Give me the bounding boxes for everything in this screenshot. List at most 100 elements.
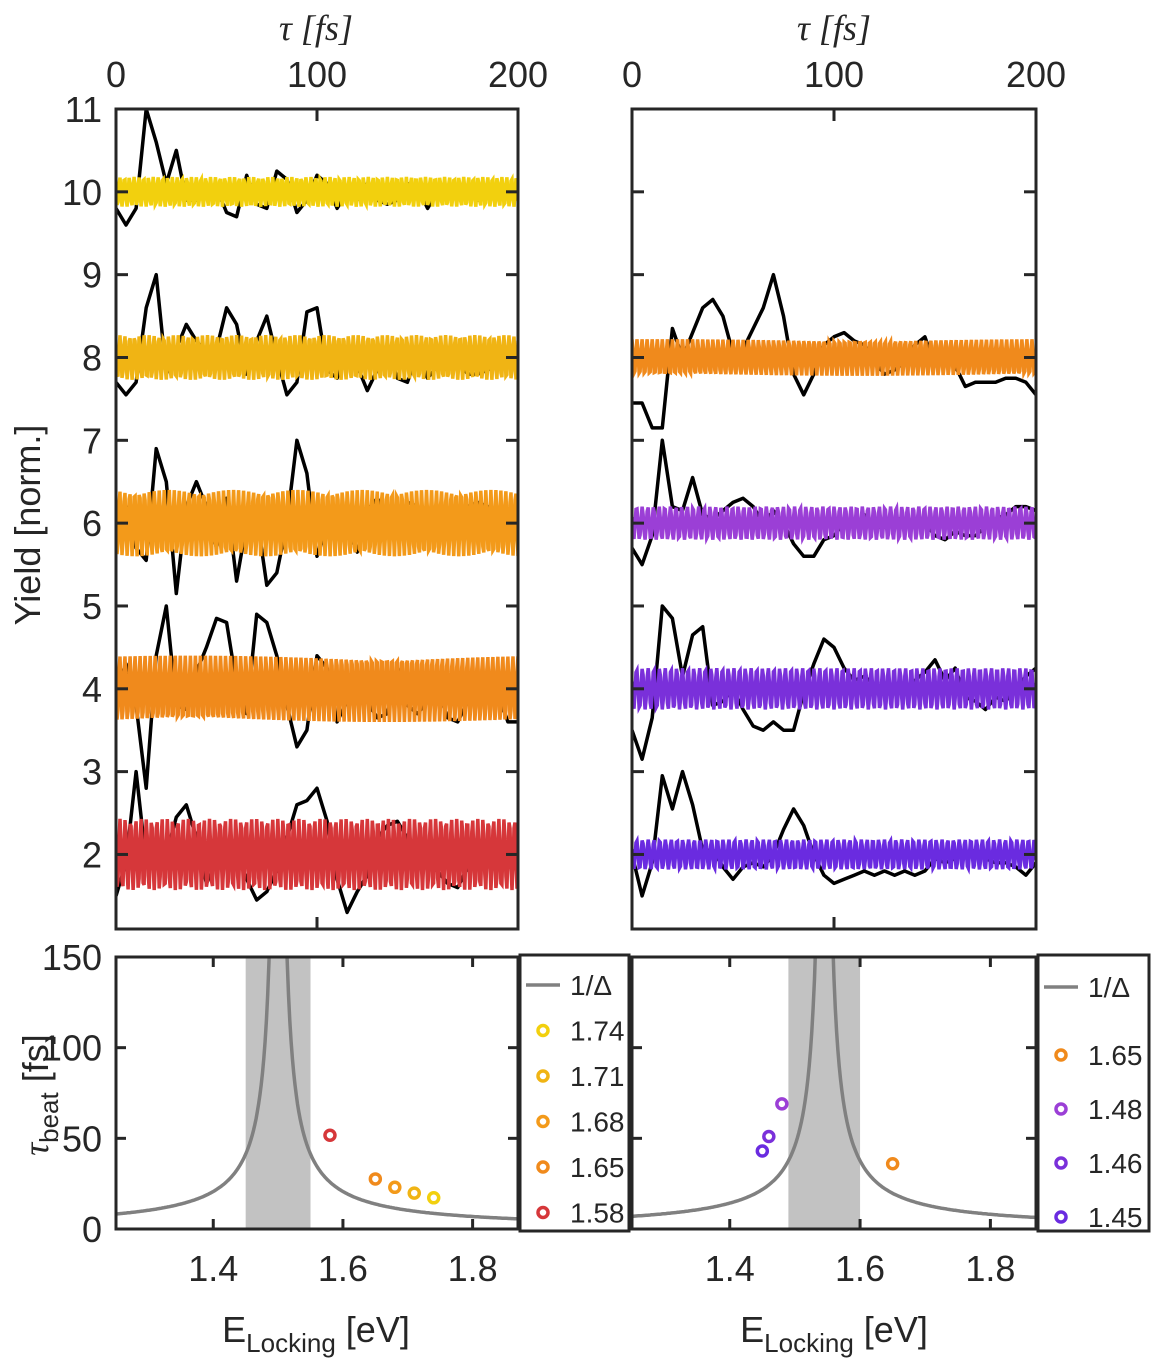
legend-marker-1.58 <box>536 1205 550 1220</box>
panel-top-right: τ [fs] 0 100 200 <box>622 8 1066 931</box>
ytick-label-8: 8 <box>82 337 102 378</box>
xtick-label-100: 100 <box>804 54 864 95</box>
series-fit-1.45 <box>632 834 1036 875</box>
legend: 1/Δ 1.65 1.48 1.46 1.45 <box>1036 953 1151 1233</box>
series-fit-1.65 <box>632 334 1036 380</box>
xlabel-bottom-left-unit: [eV] <box>336 1309 410 1350</box>
xlabel-bottom-right-main: E <box>740 1309 764 1350</box>
xtick-label-200: 200 <box>488 54 548 95</box>
ytick-label-50: 50 <box>62 1118 102 1159</box>
ytick-label-11: 11 <box>65 89 102 130</box>
xlabel-bottom-left: ELocking [eV] <box>222 1309 410 1358</box>
ylabel-bottom-left-sub: beat <box>34 1091 64 1142</box>
xtick-label-1.8: 1.8 <box>448 1248 498 1289</box>
curve-inverse-delta-right <box>285 957 517 1221</box>
point-1.65 <box>885 1156 900 1171</box>
xlabel-top-right: τ [fs] <box>797 8 871 48</box>
panel-bottom-left: ELocking [eV] τbeat [fs] 1.4 1.6 1.8 0 50 100… <box>15 937 631 1358</box>
legend: 1/Δ 1.74 1.71 1.68 1.65 1.58 <box>518 953 631 1233</box>
xtick-label-200: 200 <box>1006 54 1066 95</box>
ytick-label-10: 10 <box>62 172 102 213</box>
xlabel-bottom-right-sub: Locking <box>764 1328 854 1358</box>
ylabel-bottom-left-main: τ <box>16 1142 56 1156</box>
ytick-label-150: 150 <box>42 937 102 978</box>
legend-marker-1.65 <box>536 1160 550 1174</box>
point-1.71 <box>407 1186 422 1200</box>
legend-label-1/Δ: 1/Δ <box>570 970 612 1001</box>
legend-marker-1.68 <box>536 1114 550 1129</box>
legend-marker-1.65 <box>1054 1048 1068 1062</box>
series-data-4 <box>632 604 1036 761</box>
legend-marker-1.48 <box>1054 1102 1068 1116</box>
legend-label-1.48: 1.48 <box>1088 1094 1143 1125</box>
ylabel-bottom-left: τbeat [fs] <box>15 1034 64 1156</box>
legend-marker-1.74 <box>536 1023 550 1038</box>
legend-marker-1.71 <box>536 1069 550 1083</box>
series-data-8 <box>632 272 1036 430</box>
xtick-label-100: 100 <box>287 54 347 95</box>
xlabel-bottom-right: ELocking [eV] <box>740 1309 928 1358</box>
series-fit-1.65 <box>116 654 518 723</box>
series-fit-1.68 <box>116 488 518 558</box>
xlabel-bottom-right-unit: [eV] <box>854 1309 928 1350</box>
series-fit-1.71 <box>116 332 518 383</box>
plot-frame <box>630 955 1038 1231</box>
legend-label-1.58: 1.58 <box>570 1198 625 1229</box>
plot-inner <box>632 957 1035 1229</box>
panel-bottom-right: ELocking [eV] 1.4 1.6 1.8 1/Δ 1.65 1.48 1.46 1.… <box>630 953 1151 1358</box>
series-fit-1.74 <box>116 172 518 212</box>
xtick-label-1.6: 1.6 <box>318 1248 368 1289</box>
ytick-label-7: 7 <box>82 420 102 461</box>
shaded-band <box>245 957 311 1229</box>
legend-label-1.46: 1.46 <box>1088 1148 1143 1179</box>
xtick-label-1.6: 1.6 <box>835 1248 885 1289</box>
shaded-band <box>788 957 861 1229</box>
plot-frame <box>114 955 520 1231</box>
xtick-label-0: 0 <box>106 54 126 95</box>
legend-label-1.45: 1.45 <box>1088 1202 1143 1233</box>
xlabel-bottom-left-main: E <box>222 1309 246 1350</box>
series-data-2 <box>116 769 518 915</box>
xtick-label-1.8: 1.8 <box>965 1248 1015 1289</box>
ytick-label-5: 5 <box>82 586 102 627</box>
ytick-label-3: 3 <box>82 752 102 793</box>
xtick-label-1.4: 1.4 <box>705 1248 755 1289</box>
xlabel-top-left-text: τ [fs] <box>279 8 353 48</box>
ytick-label-0: 0 <box>82 1209 102 1250</box>
ytick-label-6: 6 <box>82 503 102 544</box>
plot-background <box>116 957 518 1229</box>
point-1.46 <box>762 1129 776 1144</box>
panel-top-left: τ [fs] Yield [norm.] 0 100 200 2 3 4 5 6 7 8 9 10 11 <box>7 8 548 931</box>
legend-label-1.74: 1.74 <box>570 1016 625 1047</box>
series-fit-1.58 <box>116 818 518 892</box>
curve-inverse-delta-right <box>831 957 1035 1220</box>
series-group <box>116 109 518 915</box>
legend-marker-1.46 <box>1054 1156 1068 1170</box>
ytick-label-4: 4 <box>82 669 102 710</box>
legend-label-1.71: 1.71 <box>570 1061 625 1092</box>
xtick-label-0: 0 <box>622 54 642 95</box>
point-1.74 <box>426 1191 441 1205</box>
point-1.58 <box>323 1128 337 1143</box>
ylabel-bottom-left-unit: [fs] <box>15 1034 56 1092</box>
xlabel-top-left: τ [fs] <box>279 8 353 48</box>
xlabel-top-right-text: τ [fs] <box>797 8 871 48</box>
legend-box <box>1036 953 1151 1233</box>
xtick-label-1.4: 1.4 <box>188 1248 238 1289</box>
legend-label-1/Δ: 1/Δ <box>1088 972 1130 1003</box>
legend-marker-1.45 <box>1054 1210 1068 1224</box>
series-fit-1.46 <box>632 663 1036 714</box>
legend-label-1.68: 1.68 <box>570 1107 625 1138</box>
ytick-label-100: 100 <box>42 1028 102 1069</box>
point-1.65 <box>368 1172 383 1186</box>
ytick-label-9: 9 <box>82 255 102 296</box>
series-fit-1.48 <box>632 501 1036 545</box>
ylabel-top-left: Yield [norm.] <box>7 425 48 626</box>
plot-inner <box>116 957 517 1229</box>
xlabel-bottom-left-sub: Locking <box>246 1328 336 1358</box>
curve-inverse-delta-left <box>116 957 271 1216</box>
series-group <box>632 272 1036 898</box>
point-1.68 <box>388 1180 402 1195</box>
curve-inverse-delta-left <box>632 957 817 1219</box>
